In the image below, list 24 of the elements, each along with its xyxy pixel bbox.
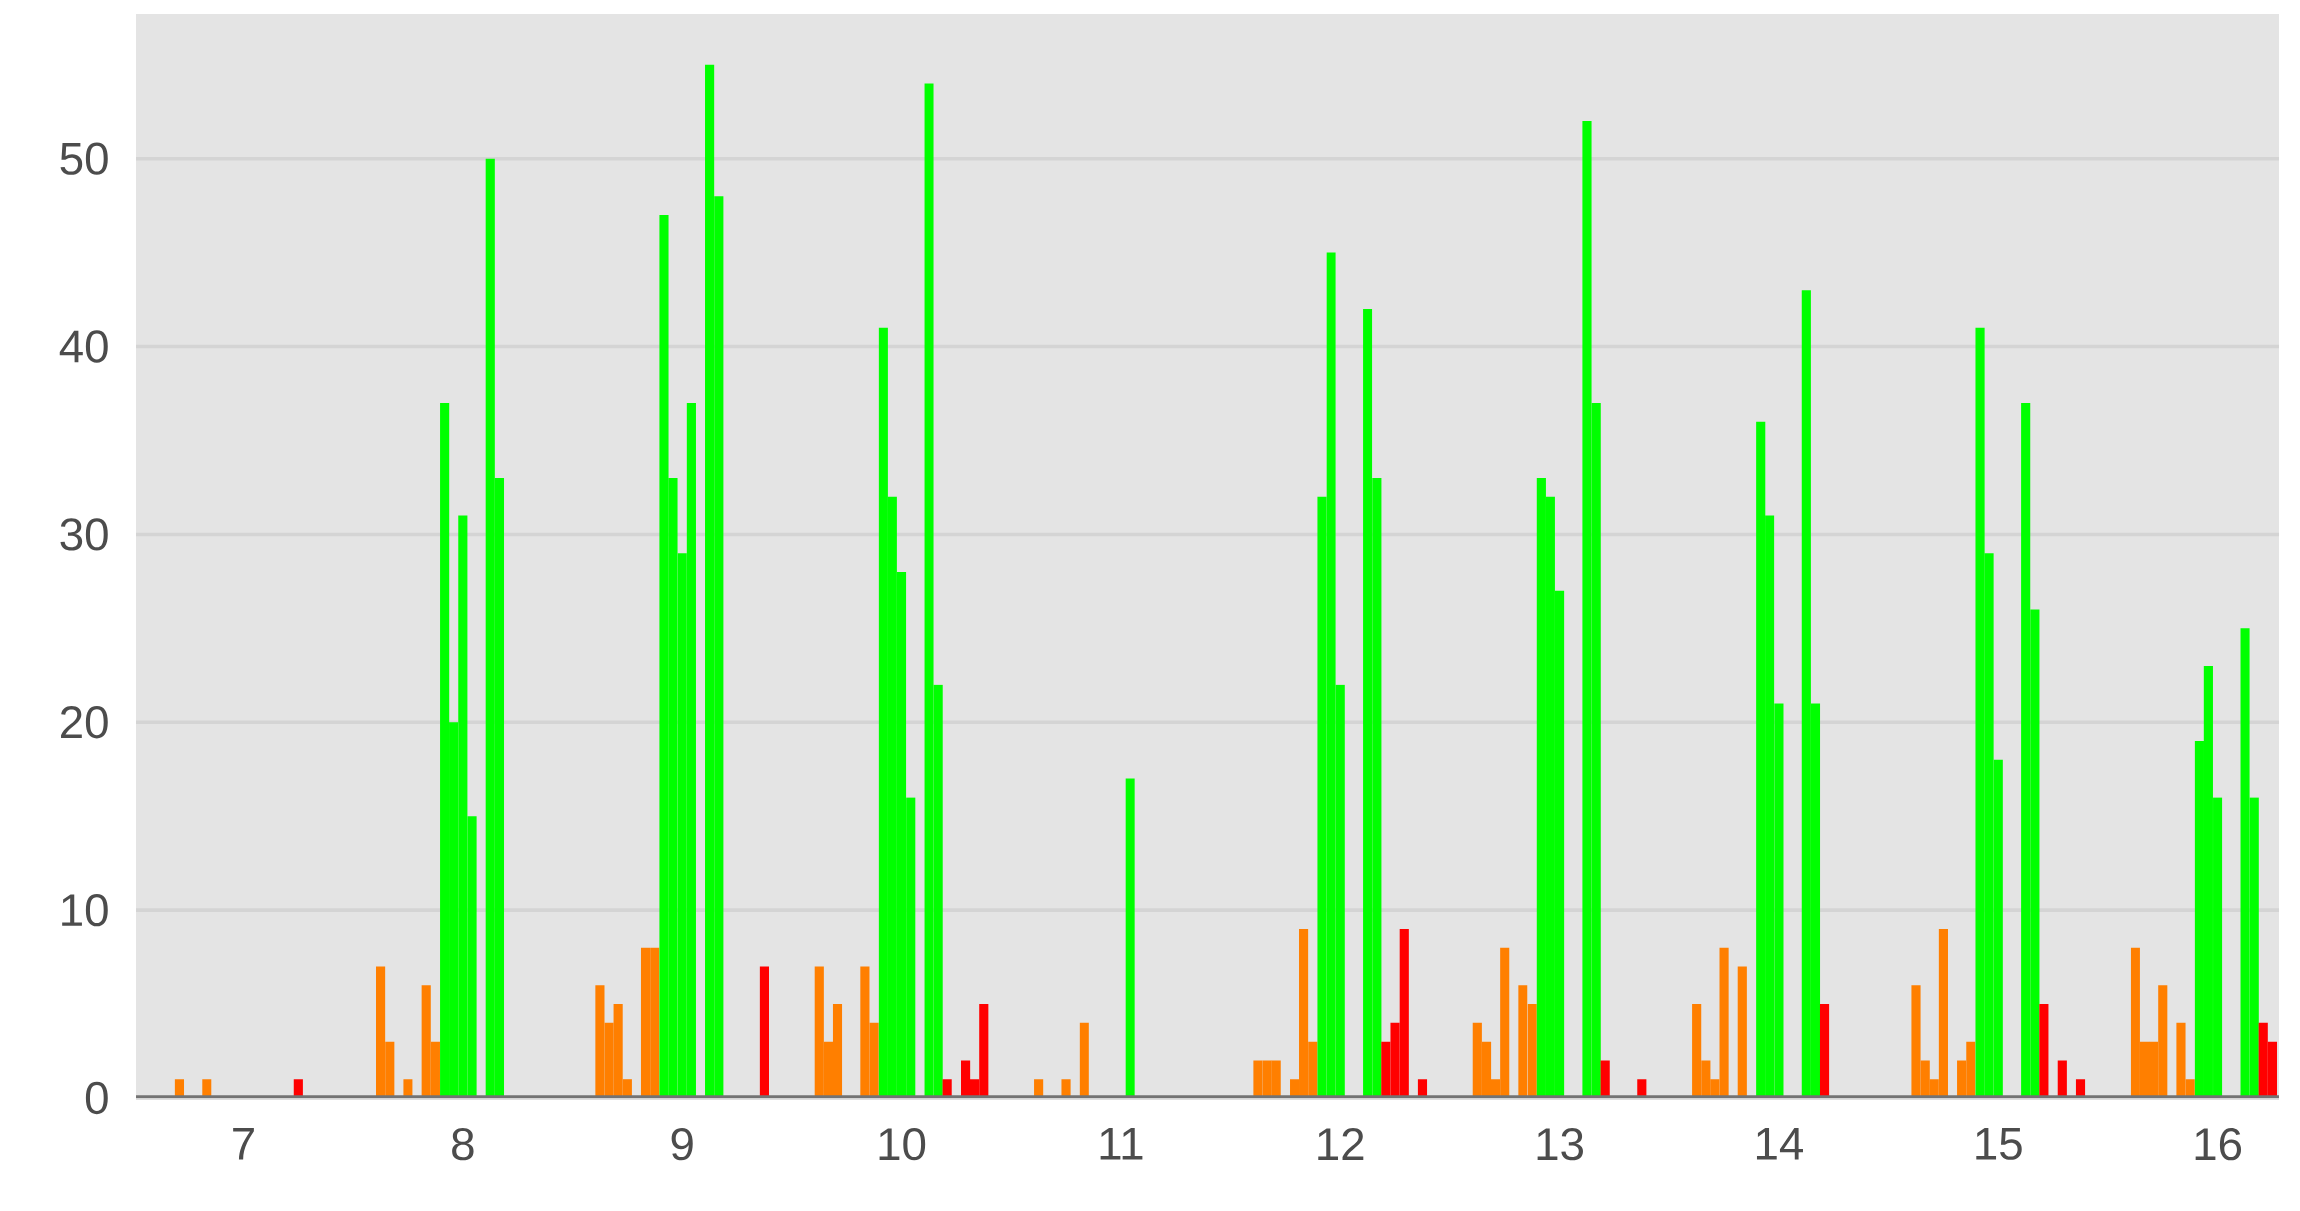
x-tick-label: 12	[1318, 1127, 1364, 1160]
bar	[1079, 1022, 1089, 1098]
x-tick-label: 16	[2195, 1127, 2242, 1161]
bar	[1600, 1060, 1610, 1098]
y-tick-label: 10	[62, 893, 108, 927]
bar	[759, 966, 769, 1098]
y-tick-label: 20	[61, 706, 108, 739]
x-tick-label: 13	[1537, 1127, 1583, 1161]
x-tick-label: 15	[1976, 1128, 2022, 1160]
bar	[1737, 966, 1747, 1098]
bar	[1125, 778, 1135, 1098]
x-tick-label: 7	[233, 1128, 254, 1160]
y-tick-label: 0	[85, 1081, 108, 1115]
y-tick-label: 40	[59, 330, 108, 363]
bar	[1819, 1004, 1830, 1098]
y-tick-label: 30	[60, 518, 108, 551]
x-tick-label: 11	[1100, 1128, 1143, 1160]
bar	[2057, 1060, 2067, 1098]
y-tick-label: 50	[60, 142, 108, 175]
x-tick-label: 10	[879, 1127, 926, 1161]
x-tick-label: 9	[671, 1127, 693, 1161]
x-tick-label: 14	[1756, 1128, 1803, 1160]
x-tick-label: 8	[452, 1127, 474, 1161]
bar	[1061, 1079, 1071, 1098]
